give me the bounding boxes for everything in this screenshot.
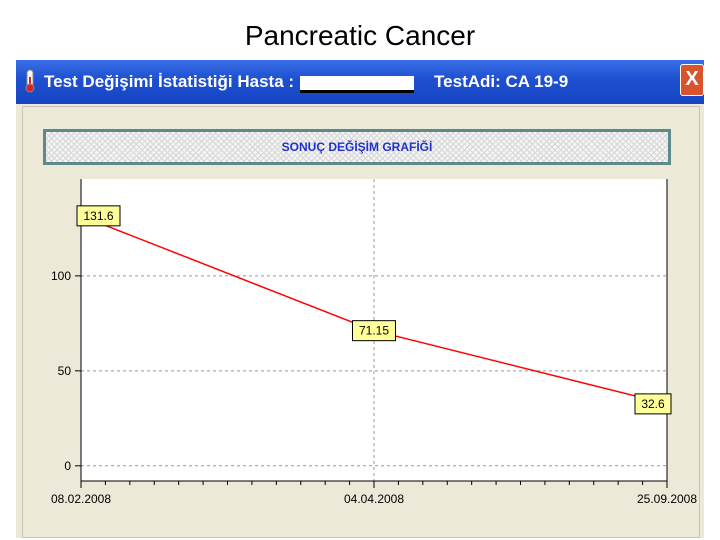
y-tick-label: 50 [58,364,72,378]
y-tick-label: 0 [64,459,71,473]
y-tick-label: 100 [51,269,71,283]
test-statistics-window: Test Değişimi İstatistiği Hasta : TestAd… [16,60,704,538]
data-label: 32.6 [641,397,665,411]
thermometer-app-icon [25,69,35,93]
close-button[interactable]: X [680,64,704,96]
redacted-patient-name [300,75,415,93]
x-tick-label: 25.09.2008 [637,492,697,506]
data-label-box [76,205,121,227]
slide-title: Pancreatic Cancer [244,20,476,51]
line-chart: 100 50 0 08.02.2008 04.04.2008 25.09.2008 131.… [51,179,697,506]
x-tick-label: 04.04.2008 [344,492,404,506]
window-titlebar[interactable]: Test Değişimi İstatistiği Hasta : TestAd… [16,60,704,104]
window-title: Test Değişimi İstatistiği Hasta : TestAd… [44,71,568,93]
window-test-name: TestAdi: CA 19-9 [434,72,569,91]
window-title-prefix: Test Değişimi İstatistiği Hasta : [44,72,295,91]
data-label: 131.6 [83,209,113,223]
window-client-area: SONUÇ DEĞİŞİM GRAFİĞİ 100 50 0 08.02.2008 04… [22,106,700,538]
x-tick-label: 08.02.2008 [51,492,111,506]
data-label-box [352,320,396,342]
data-label-box [634,393,672,415]
chart-header: SONUÇ DEĞİŞİM GRAFİĞİ [43,129,671,165]
data-label: 71.15 [359,324,389,338]
